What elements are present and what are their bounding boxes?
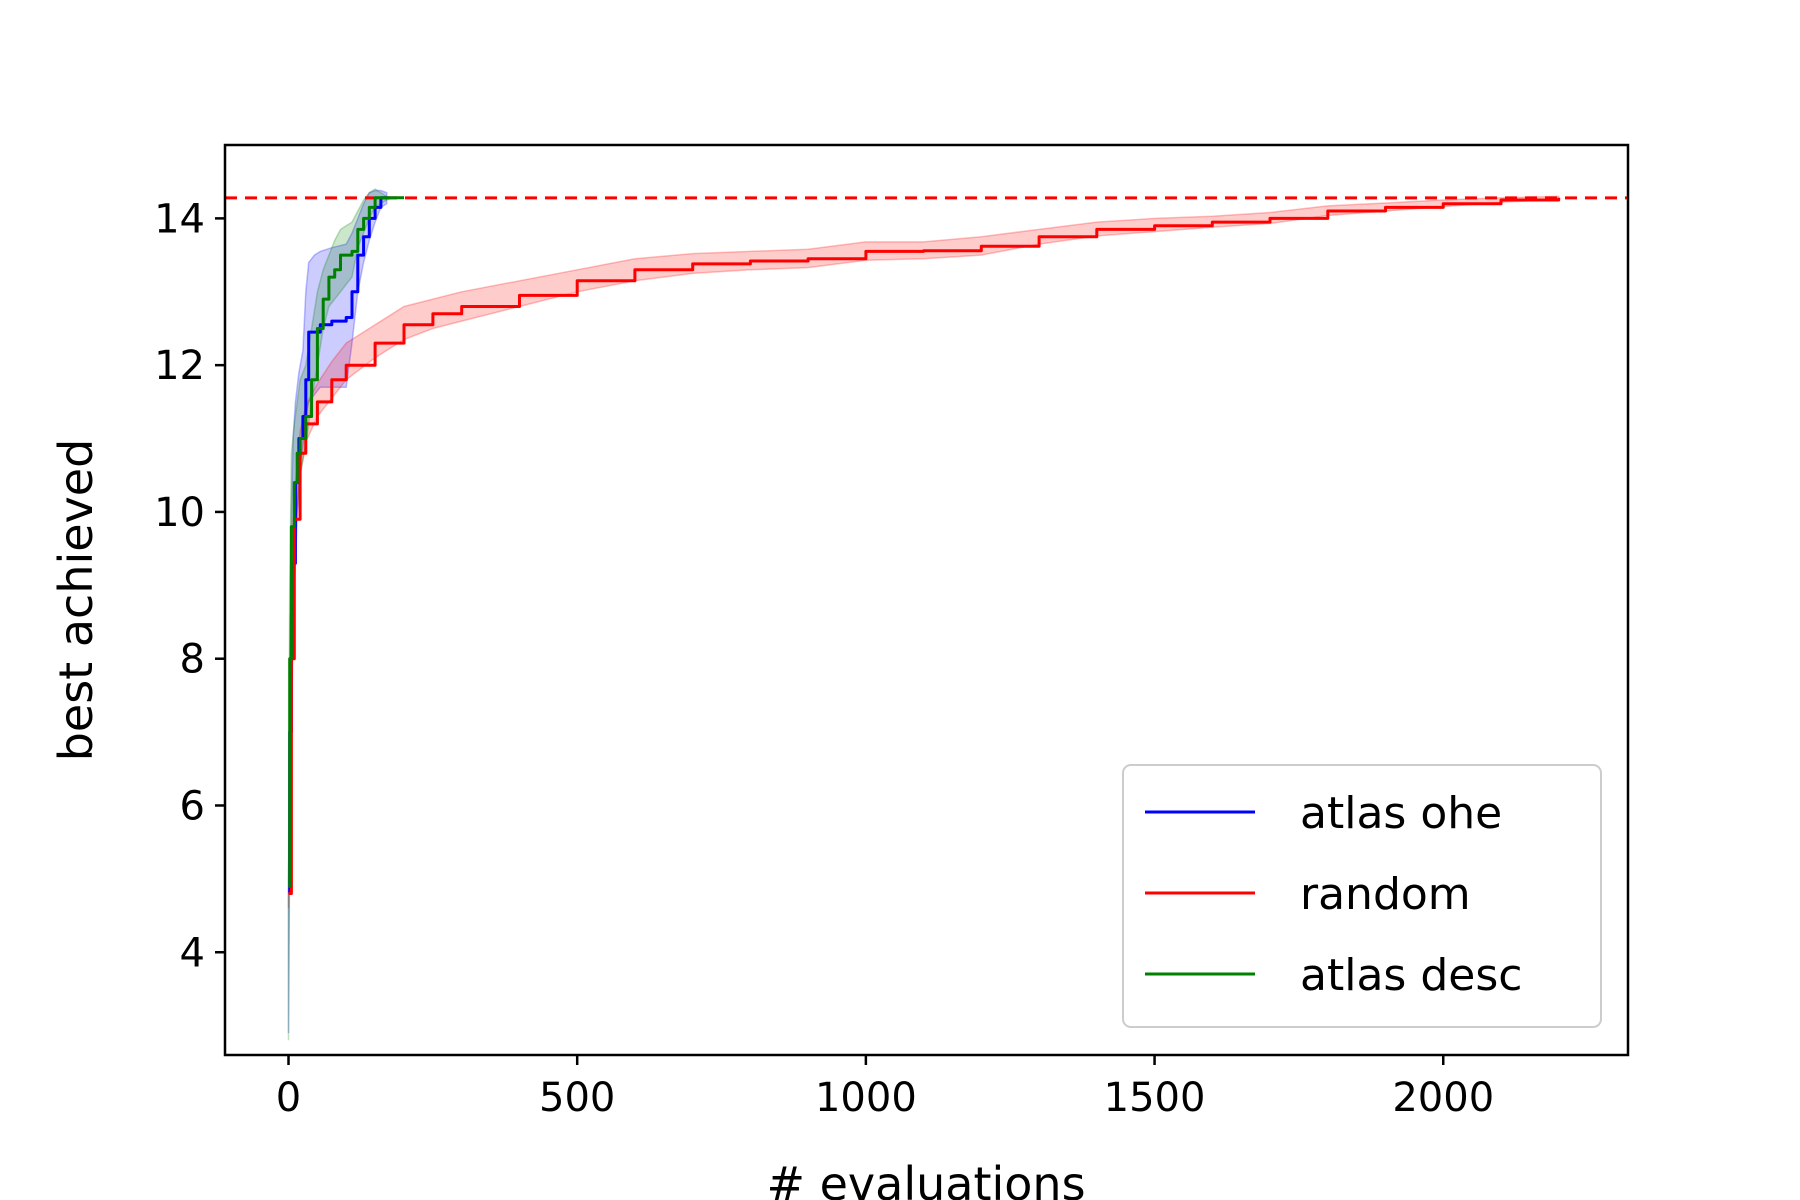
- x-tick-label: 0: [276, 1075, 301, 1121]
- legend: atlas ohe random atlas desc: [1122, 764, 1602, 1028]
- x-axis-label: # evaluations: [766, 1157, 1085, 1200]
- plot-frame: [223, 143, 1630, 1057]
- y-tick-label: 6: [180, 783, 205, 829]
- y-tick-label: 8: [180, 637, 205, 683]
- y-axis: 4 6 8 10 12 14: [154, 196, 225, 976]
- y-tick-label: 12: [154, 343, 205, 389]
- x-tick-label: 2000: [1392, 1075, 1494, 1121]
- x-tick-label: 1000: [815, 1075, 917, 1121]
- series-lines: [288, 196, 1561, 895]
- legend-label-atlas-desc: atlas desc: [1300, 950, 1522, 1001]
- y-axis-label: best achieved: [49, 439, 103, 762]
- series-line-random: [288, 197, 1561, 895]
- y-tick-label: 14: [154, 196, 205, 242]
- y-tick-label: 10: [154, 490, 205, 536]
- legend-box: [1122, 764, 1602, 1028]
- legend-label-random: random: [1300, 869, 1471, 920]
- legend-label-atlas-ohe: atlas ohe: [1300, 788, 1502, 839]
- x-tick-label: 1500: [1104, 1075, 1206, 1121]
- x-tick-label: 500: [539, 1075, 615, 1121]
- x-axis: 0 500 1000 1500 2000: [276, 1055, 1494, 1121]
- series-line-atlas-desc: [288, 196, 404, 888]
- y-tick-label: 4: [180, 930, 205, 976]
